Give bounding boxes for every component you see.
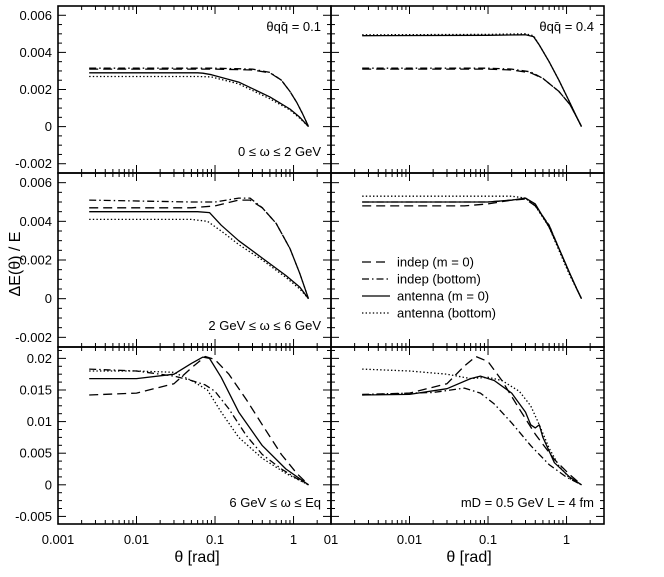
series-line-indep-bottom: [362, 67, 583, 127]
y-tick-label: 0.002: [19, 82, 52, 97]
series-line-antenna-m-0: [362, 34, 583, 127]
series-line-antenna-bottom: [89, 75, 309, 128]
y-tick-label: -0.002: [15, 156, 52, 171]
tick-label-layer: 0.006 0.004 0.002 0 -0.002 0.006 0.004 0.002 0 -0…: [15, 8, 570, 547]
series-line-antenna-m-0: [362, 375, 582, 486]
series-group: [362, 355, 582, 486]
legend-label-indep-m-0: indep (m = 0): [397, 255, 474, 270]
panels-layer: θqq̄ = 0.1 0 ≤ ω ≤ 2 GeV θqq̄ = 0.4 2 GeV ≤…: [57, 5, 605, 525]
y-tick-label: 0.02: [27, 351, 52, 366]
x-tick-label: 1: [290, 532, 297, 547]
series-line-indep-bottom: [362, 387, 582, 486]
series-line-antenna-bottom: [362, 368, 582, 486]
panel-annotation-primary: θqq̄ = 0.4: [539, 19, 594, 34]
y-tick-label: 0.002: [19, 253, 52, 268]
series-line-indep-m-0: [89, 199, 310, 299]
series-line-indep-m-0: [362, 68, 583, 127]
x-tick-label: 0.01: [397, 532, 422, 547]
panel-annotation-secondary: 0 ≤ ω ≤ 2 GeV: [238, 144, 321, 159]
x-axis-title-right: θ [rad]: [446, 549, 491, 566]
series-line-antenna-m-0: [89, 211, 310, 300]
y-tick-label: 0.015: [19, 382, 52, 397]
panel-annotation-secondary: 2 GeV ≤ ω ≤ 6 GeV: [208, 318, 321, 333]
x-tick-label: 0.01: [124, 532, 149, 547]
series-line-indep-bottom: [89, 67, 310, 127]
y-tick-label: 0.004: [19, 214, 52, 229]
series-line-antenna-bottom: [89, 218, 309, 300]
y-tick-label: 0.006: [19, 175, 52, 190]
x-tick-label: 0.1: [479, 532, 497, 547]
x-axis-title-left: θ [rad]: [174, 549, 219, 566]
legend-label-indep-bottom: indep (bottom): [397, 272, 481, 287]
series-group: [89, 197, 310, 300]
series-line-antenna-m-0: [89, 356, 309, 486]
series-group: [362, 33, 583, 127]
series-line-indep-m-0: [362, 355, 582, 486]
panel-0-0: θqq̄ = 0.1 0 ≤ ω ≤ 2 GeV: [57, 5, 332, 174]
series-group: [89, 67, 310, 128]
series-line-antenna-bottom: [362, 195, 583, 299]
y-tick-label: 0: [45, 119, 52, 134]
y-tick-label: 0.01: [27, 414, 52, 429]
panel-annotation-secondary: 6 GeV ≤ ω ≤ Eq: [229, 495, 321, 510]
series-line-indep-m-0: [89, 68, 310, 127]
y-tick-label: -0.002: [15, 330, 52, 345]
x-tick-label: 01: [324, 532, 338, 547]
y-tick-label: -0.005: [15, 509, 52, 524]
panel-2-1: mD = 0.5 GeV L = 4 fm: [330, 346, 605, 525]
series-group: [89, 355, 309, 486]
y-axis-title: ΔE(θ) / E: [7, 232, 24, 297]
panel-2-0: 6 GeV ≤ ω ≤ Eq: [57, 346, 332, 525]
y-tick-label: 0.005: [19, 446, 52, 461]
series-line-antenna-bottom: [89, 370, 309, 486]
panel-1-0: 2 GeV ≤ ω ≤ 6 GeV: [57, 172, 332, 348]
x-tick-label: 0.001: [42, 532, 75, 547]
panel-0-1: θqq̄ = 0.4: [330, 5, 605, 174]
x-tick-label: 1: [563, 532, 570, 547]
panel-annotation-primary: θqq̄ = 0.1: [266, 19, 321, 34]
series-line-indep-bottom: [89, 197, 310, 299]
y-tick-label: 0: [45, 291, 52, 306]
y-tick-label: 0.004: [19, 45, 52, 60]
y-tick-label: 0: [45, 477, 52, 492]
series-group: [362, 195, 583, 299]
legend-label-antenna-m-0: antenna (m = 0): [397, 289, 489, 304]
x-tick-label: 0.1: [206, 532, 224, 547]
series-line-indep-m-0: [89, 355, 309, 486]
legend-label-antenna-bottom: antenna (bottom): [397, 306, 496, 321]
y-tick-label: 0.006: [19, 8, 52, 23]
series-line-antenna-bottom: [362, 33, 583, 127]
panel-annotation-primary: mD = 0.5 GeV L = 4 fm: [461, 495, 594, 510]
series-line-antenna-m-0: [89, 72, 309, 128]
panel-frame: [330, 346, 605, 525]
legend: indep (m = 0) indep (bottom) antenna (m = …: [362, 255, 496, 321]
